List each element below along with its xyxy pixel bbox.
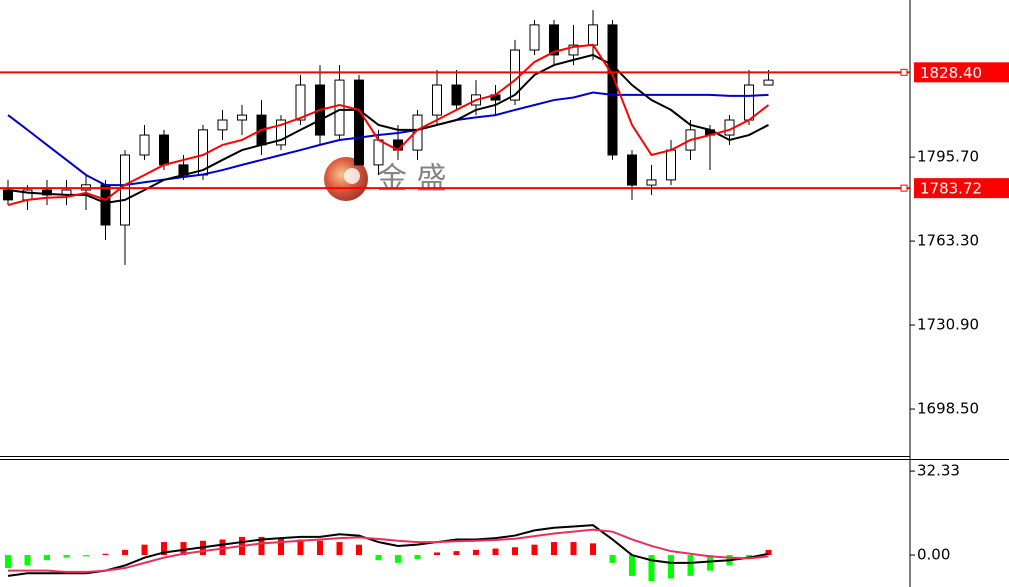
y-tick-label: 32.33 xyxy=(917,462,960,480)
candle-body xyxy=(217,119,228,131)
histogram-bar xyxy=(63,555,70,558)
y-tick-label: 1763.30 xyxy=(917,232,979,250)
candle-body xyxy=(120,154,130,226)
histogram-bar xyxy=(668,555,674,579)
candle-body xyxy=(549,24,559,56)
candle-body xyxy=(627,154,637,186)
histogram-bar xyxy=(629,555,635,576)
level-label: 1783.72 xyxy=(920,180,982,198)
candle-body xyxy=(295,84,306,121)
candle-body xyxy=(763,79,774,86)
histogram-bar xyxy=(395,555,401,563)
candle-body xyxy=(139,134,150,156)
histogram-bar xyxy=(570,542,577,556)
histogram-bar xyxy=(317,540,323,556)
histogram-bar xyxy=(375,555,382,561)
histogram-bar xyxy=(83,555,89,557)
histogram-bar xyxy=(336,542,343,556)
histogram-bar xyxy=(5,555,11,569)
ma-line xyxy=(8,528,769,573)
candle-body xyxy=(432,84,442,116)
histogram-bar xyxy=(24,555,31,566)
histogram-bar xyxy=(44,555,50,561)
histogram-bar xyxy=(122,549,128,556)
candle-body xyxy=(451,84,462,106)
y-tick-label: 0.00 xyxy=(917,546,950,564)
histogram-bar xyxy=(219,539,226,556)
watermark-group: 金 盛 xyxy=(324,157,447,201)
candle-body xyxy=(646,179,657,186)
candle-body xyxy=(3,189,13,201)
histogram-bar xyxy=(765,549,772,556)
level-label: 1828.40 xyxy=(920,64,982,82)
histogram-bar xyxy=(453,551,460,556)
y-tick-label: 1698.50 xyxy=(917,400,979,418)
candle-body xyxy=(412,114,423,151)
histogram-bar xyxy=(161,542,167,556)
ma-line xyxy=(7,43,770,207)
histogram-bar xyxy=(687,555,694,576)
candle-body xyxy=(276,119,286,146)
candle-body xyxy=(666,149,676,181)
ma-line xyxy=(7,53,769,204)
ma-line xyxy=(7,91,769,187)
histogram-bar xyxy=(434,552,440,556)
candle-body xyxy=(100,184,111,226)
y-tick-label: 1730.90 xyxy=(917,316,979,334)
histogram-bar xyxy=(414,555,421,559)
histogram-bar xyxy=(492,548,499,556)
watermark-logo-inner xyxy=(344,168,360,184)
candle-body xyxy=(334,79,345,136)
histogram-bar xyxy=(551,542,557,556)
histogram-bar xyxy=(102,553,109,556)
level-tag xyxy=(914,62,1009,83)
histogram-bar xyxy=(141,544,148,556)
candle-body xyxy=(607,24,618,156)
candle-body xyxy=(159,134,169,166)
level-tag xyxy=(914,178,1009,199)
histogram-bar xyxy=(258,536,265,556)
candle-body xyxy=(354,79,364,166)
candle-body xyxy=(568,44,579,56)
histogram-bar xyxy=(356,544,362,556)
candle-body xyxy=(373,139,384,166)
candle-body xyxy=(588,24,598,46)
histogram-bar xyxy=(590,543,596,556)
histogram-bar xyxy=(278,538,284,556)
candle-body xyxy=(237,114,247,121)
ma-line xyxy=(7,524,769,577)
histogram-bar xyxy=(512,547,518,556)
candle-body xyxy=(42,189,52,196)
level-marker xyxy=(900,68,908,76)
histogram-bar xyxy=(648,555,655,582)
y-tick-label: 1795.70 xyxy=(917,148,979,166)
histogram-bar xyxy=(609,555,616,563)
histogram-bar xyxy=(297,539,304,556)
candle-body xyxy=(529,24,540,51)
histogram-bar xyxy=(531,544,538,556)
histogram-bar xyxy=(473,549,479,556)
watermark-text: 金 盛 xyxy=(377,162,447,197)
level-marker xyxy=(900,184,908,192)
histogram-bar xyxy=(180,542,187,556)
candle-body xyxy=(744,84,754,121)
histogram-bar xyxy=(707,555,713,571)
histogram-bar xyxy=(746,555,752,558)
